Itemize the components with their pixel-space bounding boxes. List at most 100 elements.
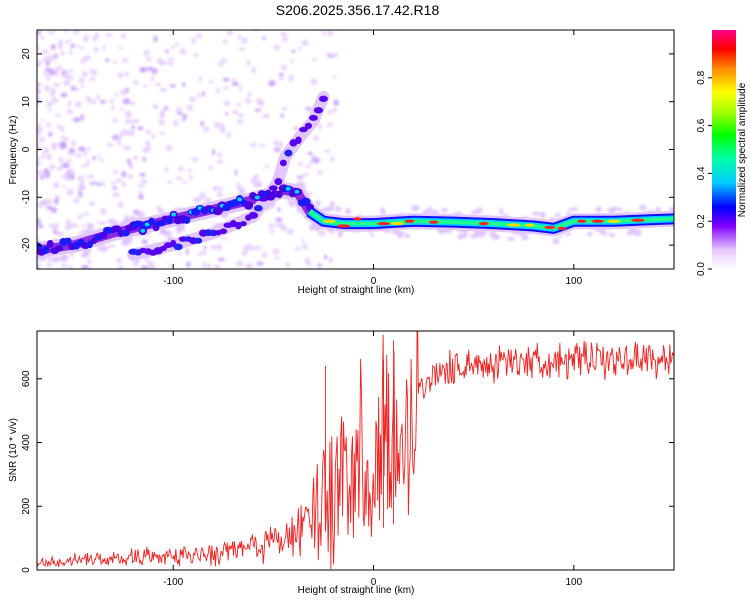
spectrogram-peak-cell [591, 219, 605, 223]
spectrogram-noise-cell [92, 155, 96, 161]
spectrogram-y-tick-label: -10 [21, 190, 32, 205]
spectrogram-noise-cell [137, 183, 146, 188]
spectrogram-noise-cell [167, 60, 174, 67]
spectrogram-noise-cell [193, 53, 200, 58]
spectrogram-noise-cell [195, 33, 203, 39]
spectrogram-noise-cell [56, 124, 61, 129]
spectrogram-noise-cell [333, 99, 340, 107]
spectrogram-noise-cell [225, 112, 229, 116]
spectrogram-noise-cell [617, 207, 623, 212]
spectrogram-noise-cell [176, 227, 181, 234]
spectrogram-noise-cell [245, 97, 252, 104]
spectrogram-noise-cell [37, 62, 41, 68]
spectrogram-noise-cell [117, 71, 124, 79]
spectrogram-noise-cell [249, 246, 257, 251]
spectrogram-noise-cell [191, 157, 199, 162]
spectrogram-noise-cell [86, 158, 90, 166]
spectrogram-cell [254, 195, 260, 200]
snr-series-line [37, 331, 674, 570]
spectrogram-noise-cell [96, 220, 101, 225]
spectrogram-noise-cell [67, 151, 74, 156]
spectrogram-noise-cell [66, 108, 73, 115]
spectrogram-noise-cell [60, 92, 68, 98]
spectrogram-noise-cell [595, 206, 602, 213]
spectrogram-noise-cell [112, 134, 119, 141]
spectrogram-noise-cell [164, 166, 169, 173]
spectrogram-noise-cell [607, 207, 616, 214]
spectrogram-noise-cell [38, 136, 46, 143]
spectrogram-noise-cell [250, 142, 257, 148]
spectrogram-noise-cell [51, 145, 58, 151]
spectrogram-noise-cell [206, 263, 212, 269]
spectrogram-noise-cell [53, 198, 59, 205]
spectrogram-noise-cell [89, 174, 95, 178]
spectrogram-noise-cell [167, 57, 175, 61]
spectrogram-noise-cell [297, 162, 304, 166]
spectrogram-noise-cell [46, 205, 53, 210]
spectrogram-noise-cell [157, 209, 166, 214]
spectrogram-noise-cell [310, 78, 318, 85]
spectrogram-cell [86, 240, 93, 249]
spectrogram-noise-cell [186, 104, 193, 112]
spectrogram-noise-cell [45, 198, 53, 204]
spectrogram-noise-cell [61, 73, 66, 78]
spectrogram-cell [294, 189, 300, 194]
spectrogram-peak-cell [557, 226, 567, 230]
spectrogram-noise-cell [179, 47, 187, 55]
spectrogram-noise-cell [274, 256, 280, 260]
spectrogram-noise-cell [281, 225, 287, 232]
spectrogram-noise-cell [325, 52, 332, 56]
spectrogram-noise-cell [111, 118, 119, 123]
spectrogram-cell [244, 201, 254, 210]
spectrogram-noise-cell [68, 38, 72, 43]
spectrogram-noise-cell [60, 125, 65, 133]
spectrogram-noise-cell [475, 207, 483, 214]
spectrogram-noise-cell [55, 196, 60, 200]
spectrogram-noise-cell [79, 180, 85, 184]
spectrogram-noise-cell [440, 208, 448, 213]
spectrogram-noise-cell [45, 75, 51, 81]
spectrogram-noise-cell [144, 129, 152, 134]
spectrogram-noise-cell [201, 90, 206, 97]
spectrogram-noise-cell [323, 254, 328, 260]
spectrogram-cell [276, 190, 283, 199]
spectrogram-noise-cell [127, 173, 134, 180]
spectrogram-noise-cell [154, 82, 162, 87]
spectrogram-noise-cell [220, 236, 229, 241]
spectrogram-noise-cell [324, 149, 331, 153]
spectrogram-noise-cell [217, 257, 226, 262]
spectrogram-noise-cell [87, 258, 92, 265]
spectrogram-noise-cell [246, 59, 251, 66]
spectrogram-peak-cell [404, 219, 415, 223]
spectrogram-noise-cell [143, 51, 149, 56]
spectrogram-noise-cell [552, 237, 560, 245]
spectrogram-noise-cell [118, 132, 123, 139]
spectrogram-noise-cell [65, 219, 72, 225]
spectrogram-noise-cell [50, 96, 59, 104]
spectrogram-noise-cell [52, 182, 60, 189]
spectrogram-x-tick-label: 0 [371, 276, 377, 287]
spectrogram-noise-cell [169, 263, 173, 269]
spectrogram-noise-cell [189, 174, 193, 182]
spectrogram-noise-cell [105, 58, 110, 63]
spectrogram-noise-cell [78, 190, 83, 198]
spectrogram-y-tick-label: 20 [21, 48, 32, 60]
spectrogram-noise-cell [178, 111, 183, 116]
spectrogram-noise-cell [141, 179, 148, 184]
spectrogram-noise-cell [54, 72, 59, 77]
spectrogram-noise-cell [107, 218, 116, 224]
spectrogram-noise-cell [295, 246, 301, 251]
spectrogram-noise-cell [37, 122, 42, 130]
spectrogram-noise-cell [214, 121, 219, 129]
spectrogram-noise-cell [128, 101, 136, 106]
spectrogram-noise-cell [70, 140, 76, 147]
spectrogram-noise-cell [159, 112, 166, 119]
spectrogram-noise-cell [201, 249, 207, 256]
spectrogram-noise-cell [217, 243, 222, 251]
spectrogram-noise-cell [96, 94, 101, 101]
spectrogram-noise-cell [137, 126, 144, 131]
colorbar-tick-label: 0.2 [696, 214, 707, 228]
spectrogram-noise-cell [221, 214, 229, 219]
spectrogram-noise-cell [301, 39, 309, 46]
